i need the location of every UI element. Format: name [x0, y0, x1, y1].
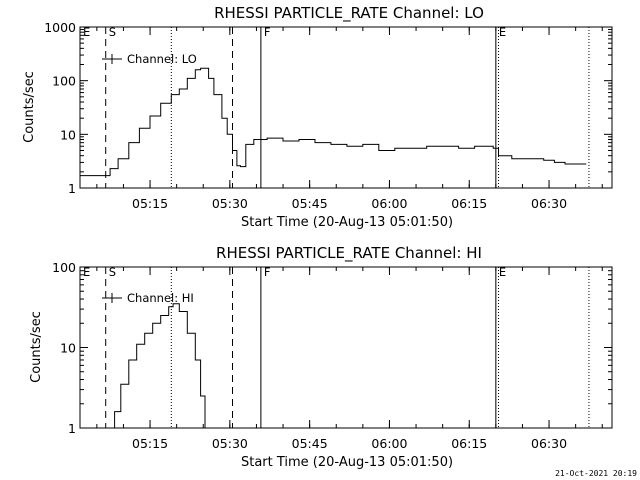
x-tick-label: 06:30 [531, 436, 567, 451]
data-series-line [80, 67, 587, 177]
data-series-line [111, 303, 206, 429]
x-tick-label: 06:15 [451, 436, 487, 451]
x-axis-title: Start Time (20-Aug-13 05:01:50) [241, 455, 453, 470]
y-axis-title: Counts/sec [22, 71, 37, 143]
y-axis-title: Counts/sec [29, 311, 44, 383]
x-tick-label: 05:30 [212, 196, 248, 211]
generation-timestamp: 21-Oct-2021 20:19 [555, 469, 637, 478]
x-tick-label: 05:30 [212, 436, 248, 451]
chart-title: RHESSI PARTICLE_RATE Channel: LO [214, 4, 484, 23]
x-tick-label: 05:15 [132, 436, 168, 451]
x-tick-label: 05:45 [292, 196, 328, 211]
y-tick-label: 100 [52, 74, 76, 89]
x-tick-label: 05:45 [292, 436, 328, 451]
hi-channel-panel: RHESSI PARTICLE_RATE Channel: HI Start T… [29, 244, 613, 470]
event-marker-label: E [499, 265, 506, 279]
event-marker-label: E [83, 265, 90, 279]
event-marker-label: S [109, 25, 116, 39]
legend-label: Channel: LO [127, 52, 197, 66]
x-tick-label: 06:00 [371, 196, 407, 211]
y-tick-label: 1 [68, 421, 76, 436]
legend-label: Channel: HI [127, 291, 194, 305]
lo-channel-panel: RHESSI PARTICLE_RATE Channel: LO Start T… [22, 4, 613, 230]
x-tick-label: 06:30 [531, 196, 567, 211]
event-marker-label: E [499, 25, 506, 39]
event-marker-label: F [264, 265, 271, 279]
y-tick-label: 1 [68, 181, 76, 196]
x-tick-label: 05:15 [132, 196, 168, 211]
y-tick-label: 1000 [44, 20, 76, 35]
x-tick-label: 06:15 [451, 196, 487, 211]
y-tick-label: 10 [60, 127, 76, 142]
y-tick-label: 10 [60, 341, 76, 356]
y-tick-label: 100 [52, 260, 76, 275]
x-axis-title: Start Time (20-Aug-13 05:01:50) [241, 215, 453, 230]
chart-title: RHESSI PARTICLE_RATE Channel: HI [216, 244, 482, 263]
event-marker-label: F [264, 25, 271, 39]
event-marker-label: S [109, 265, 116, 279]
x-tick-label: 06:00 [371, 436, 407, 451]
event-marker-label: E [83, 25, 90, 39]
